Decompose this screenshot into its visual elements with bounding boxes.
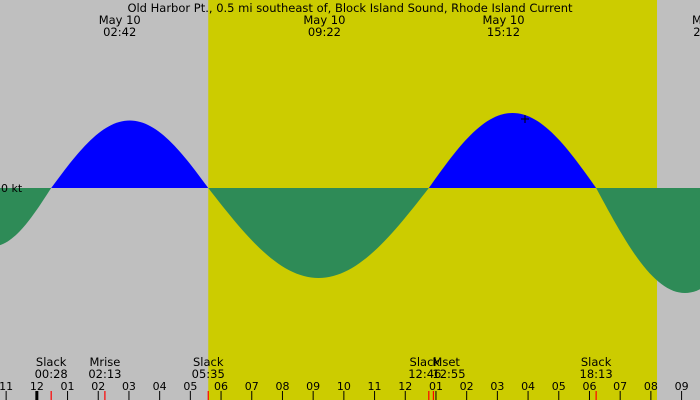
x-tick-label: 05 (183, 380, 197, 393)
peak-day-label: M (692, 13, 700, 27)
x-tick-label: 05 (552, 380, 566, 393)
slack-event-name: Slack (410, 355, 441, 369)
x-tick-label: 03 (490, 380, 504, 393)
peak-day-label: May 10 (303, 13, 345, 27)
x-tick-label: 06 (214, 380, 228, 393)
event-labels: Slack00:28Mrise02:13Slack05:35Slack12:46… (35, 355, 613, 381)
slack-event-time: 00:28 (35, 367, 68, 381)
slack-event-time: 12:46 (408, 367, 441, 381)
flood-area-3 (428, 113, 597, 188)
x-tick-label: 12 (398, 380, 412, 393)
x-tick-label: 04 (153, 380, 167, 393)
x-tick-label: 12 (30, 380, 44, 393)
slack-event-name: Slack (581, 355, 612, 369)
x-tick-label: 01 (429, 380, 443, 393)
peak-time-label: 09:22 (308, 25, 341, 39)
moon-event-time: 02:13 (88, 367, 121, 381)
chart-title: Old Harbor Pt., 0.5 mi southeast of, Blo… (127, 1, 573, 15)
ebb-area-4 (596, 188, 700, 293)
x-tick-label: 08 (644, 380, 658, 393)
zero-knot-label: 0 kt (1, 182, 23, 195)
slack-event-time: 18:13 (580, 367, 613, 381)
peak-time-label: 2 (693, 25, 700, 39)
slack-event-name: Slack (193, 355, 224, 369)
moon-event-name: Mrise (89, 355, 120, 369)
ebb-area-2 (208, 188, 429, 278)
x-tick-label: 01 (61, 380, 75, 393)
x-axis-ticks: 11 12 01 02 03 04 05 06 07 08 09 10 11 12 01 02 03 04 05 06… (0, 380, 689, 393)
x-tick-label: 07 (245, 380, 259, 393)
x-tick-label: 07 (613, 380, 627, 393)
x-tick-label: 09 (306, 380, 320, 393)
x-tick-label: 06 (582, 380, 596, 393)
x-tick-label: 04 (521, 380, 535, 393)
flood-area-1 (51, 120, 209, 188)
ebb-area-0 (0, 188, 52, 246)
peak-time-label: 02:42 (103, 25, 136, 39)
x-tick-label: 03 (122, 380, 136, 393)
slack-event-time: 05:35 (192, 367, 225, 381)
peak-day-label: May 10 (99, 13, 141, 27)
x-tick-label: 11 (0, 380, 13, 393)
current-curve (0, 113, 700, 293)
x-tick-label: 08 (275, 380, 289, 393)
x-tick-label: 09 (675, 380, 689, 393)
current-time-marker (521, 115, 529, 123)
peak-day-label: May 10 (482, 13, 524, 27)
peak-time-label: 15:12 (487, 25, 520, 39)
moon-event-time: 12:55 (432, 367, 465, 381)
moon-event-name: Mset (432, 355, 460, 369)
x-tick-label: 11 (368, 380, 382, 393)
x-tick-label: 02 (460, 380, 474, 393)
chart-marks (5, 115, 683, 400)
x-tick-label: 10 (337, 380, 351, 393)
slack-event-name: Slack (36, 355, 67, 369)
x-tick-label: 02 (91, 380, 105, 393)
